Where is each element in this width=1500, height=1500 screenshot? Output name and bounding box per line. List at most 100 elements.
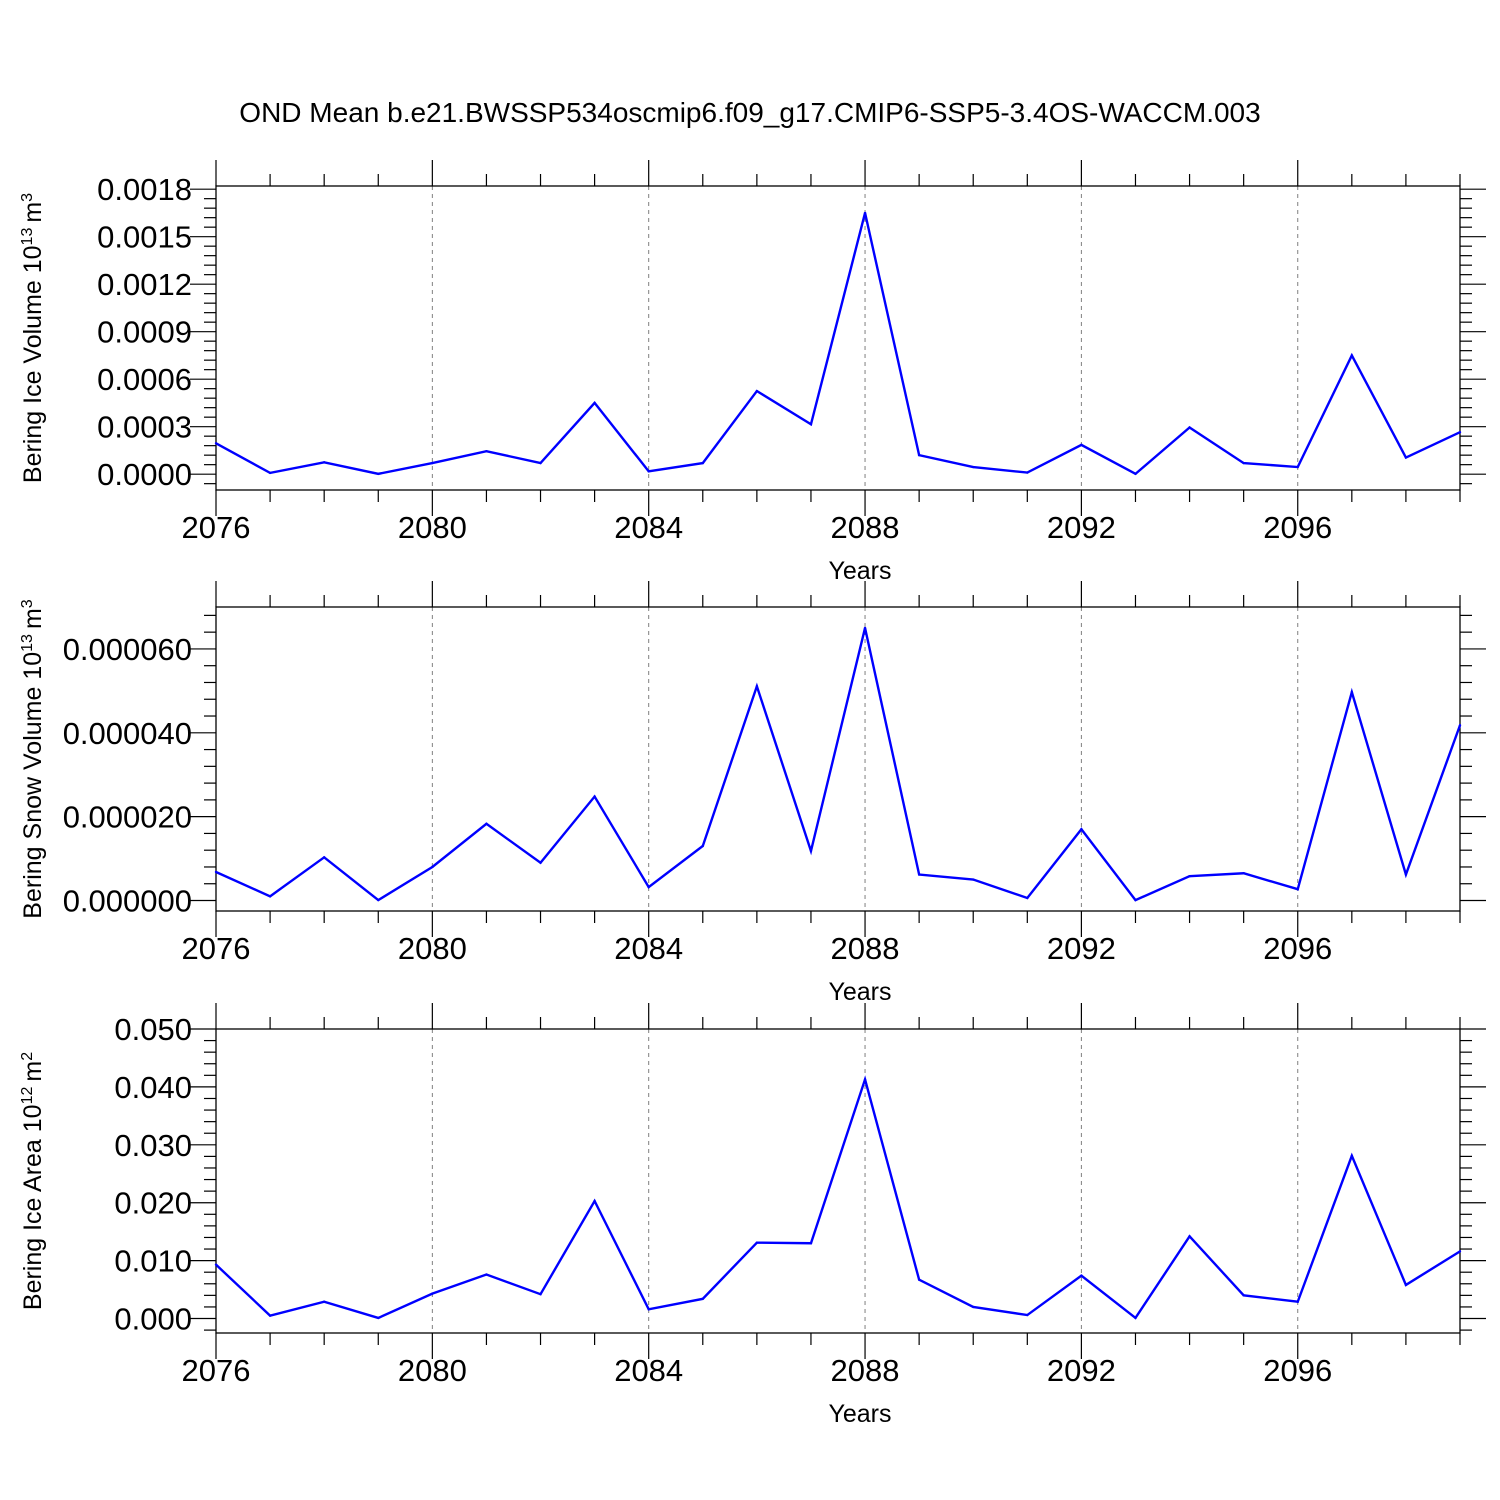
y-tick-label: 0.020 xyxy=(114,1186,192,1221)
data-point xyxy=(431,1292,434,1295)
y-axis-title-exponent: 13 xyxy=(19,228,36,246)
x-tick-label: 2096 xyxy=(1263,510,1332,545)
data-point xyxy=(701,844,704,848)
series-line xyxy=(215,1075,1461,1320)
x-tick-label: 2088 xyxy=(831,510,900,545)
plot-frame xyxy=(215,1028,1461,1334)
data-point xyxy=(1404,873,1408,876)
y-tick-label: 0.010 xyxy=(114,1244,192,1279)
y-tick-label: 0.000000 xyxy=(63,884,192,919)
data-point xyxy=(1134,898,1137,902)
y-axis-title: Bering Ice Area 1012 m2 xyxy=(19,1052,47,1310)
data-point xyxy=(972,1305,975,1309)
data-point xyxy=(593,1199,596,1203)
x-tick-label: 2088 xyxy=(831,931,900,966)
data-point xyxy=(539,1293,542,1296)
x-axis-title: Years xyxy=(828,557,891,585)
x-tick-label: 2084 xyxy=(614,510,683,545)
x-tick-label: 2092 xyxy=(1047,510,1116,545)
data-point xyxy=(431,865,434,869)
x-tick-label: 2092 xyxy=(1047,931,1116,966)
data-point xyxy=(972,465,975,469)
x-axis-title: Years xyxy=(828,978,891,1006)
y-axis-title-exponent: 12 xyxy=(19,1087,36,1105)
data-point xyxy=(377,1316,380,1320)
panels: 2076 2080 2084 2088 2092 2096 0.0000 0.000 3 0.00… xyxy=(19,160,1486,1428)
y-tick-label: 0.0000 xyxy=(97,457,192,492)
data-point xyxy=(1242,1294,1245,1297)
data-point xyxy=(1350,1154,1354,1158)
data-point xyxy=(485,450,488,453)
y-tick-label: 0.0006 xyxy=(97,362,192,397)
y-tick-label: 0.040 xyxy=(114,1070,192,1105)
data-point xyxy=(917,453,921,457)
data-point xyxy=(1350,690,1354,694)
data-point xyxy=(268,895,272,898)
x-tick-label: 2096 xyxy=(1263,931,1332,966)
data-point xyxy=(863,211,867,215)
x-tick-label: 2084 xyxy=(614,1353,683,1388)
chart-panel-1: 2076 2080 2084 2088 2092 2096 0.0000 0.0003 0.00… xyxy=(19,160,1486,585)
data-point xyxy=(809,849,813,853)
data-point xyxy=(1026,896,1029,900)
data-point xyxy=(1242,872,1245,875)
data-point xyxy=(377,898,380,902)
data-point xyxy=(485,822,488,825)
chart-panel-2: 2076 2080 2084 2088 2092 2096 0.000000 0.000020… xyxy=(19,581,1486,1006)
data-point xyxy=(809,423,813,426)
data-point xyxy=(322,461,326,464)
y-axis-title-unit-exponent: 3 xyxy=(19,599,36,608)
data-point xyxy=(701,1297,704,1301)
data-point xyxy=(268,1314,272,1317)
x-tick-label: 2076 xyxy=(182,510,251,545)
data-point xyxy=(322,856,326,859)
y-tick-label: 0.0009 xyxy=(97,315,192,350)
data-point xyxy=(972,878,975,881)
data-point xyxy=(1404,1283,1408,1287)
x-tick-label: 2084 xyxy=(614,931,683,966)
series-line xyxy=(215,627,1462,902)
data-point xyxy=(647,885,650,889)
x-tick-label: 2080 xyxy=(398,1353,467,1388)
x-tick-label: 2080 xyxy=(398,510,467,545)
data-point xyxy=(1080,443,1083,447)
y-tick-label: 0.0012 xyxy=(97,267,192,302)
x-tick-label: 2092 xyxy=(1047,1353,1116,1388)
y-axis-title: Bering Ice Volume 1013 m3 xyxy=(19,193,47,483)
y-tick-label: 0.050 xyxy=(114,1012,192,1047)
data-point xyxy=(1458,1250,1462,1253)
y-axis-title-unit-exponent: 2 xyxy=(19,1052,36,1061)
y-axis-title-unit: m xyxy=(19,608,47,629)
data-point xyxy=(701,461,704,465)
series-line xyxy=(215,212,1461,476)
data-point xyxy=(1026,1313,1029,1317)
data-point xyxy=(1188,1235,1191,1238)
y-tick-label: 0.030 xyxy=(114,1128,192,1163)
data-point xyxy=(1188,874,1191,878)
y-axis-title-exponent: 13 xyxy=(19,634,36,652)
y-tick-label: 0.000020 xyxy=(63,800,192,835)
data-point xyxy=(485,1273,488,1276)
y-axis-title-unit-exponent: 3 xyxy=(19,193,36,202)
y-tick-label: 0.000 xyxy=(114,1302,192,1337)
data-point xyxy=(917,873,921,876)
data-point xyxy=(755,685,759,688)
y-axis-title-text: Bering Snow Volume 10 xyxy=(19,652,47,919)
data-point xyxy=(917,1278,921,1281)
data-point xyxy=(1458,431,1462,434)
data-point xyxy=(1404,456,1408,459)
data-point xyxy=(1134,472,1137,476)
data-point xyxy=(755,1241,759,1244)
x-tick-label: 2096 xyxy=(1263,1353,1332,1388)
data-point xyxy=(214,442,218,445)
data-point xyxy=(539,861,542,864)
data-point xyxy=(1188,426,1191,429)
data-point xyxy=(1296,887,1299,891)
x-tick-label: 2076 xyxy=(182,1353,251,1388)
y-tick-label: 0.0018 xyxy=(97,172,192,207)
chart-panel-3: 2076 2080 2084 2088 2092 2096 0.000 0.010 0.020 0… xyxy=(19,1003,1486,1428)
figure-title: OND Mean b.e21.BWSSP534oscmip6.f09_g17.C… xyxy=(239,97,1260,128)
data-point xyxy=(1134,1316,1137,1320)
data-point xyxy=(539,461,542,465)
